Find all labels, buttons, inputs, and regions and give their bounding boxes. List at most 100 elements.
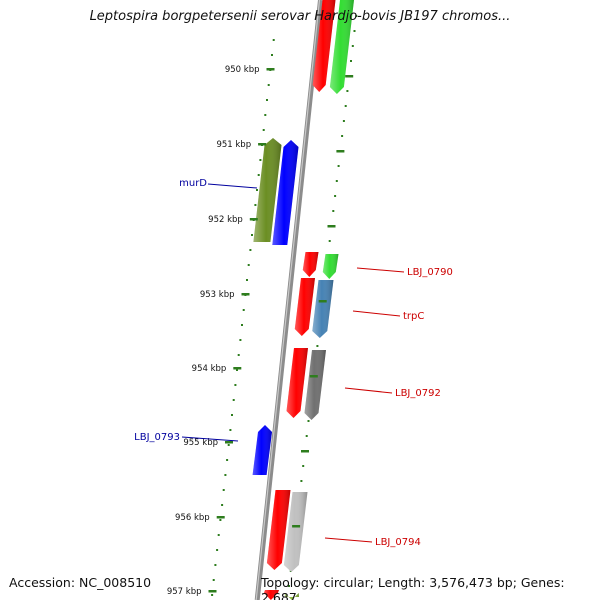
gene-arrow-shading: [266, 490, 291, 570]
ruler-dot: [231, 414, 233, 416]
ruler-dot: [332, 210, 335, 212]
kbp-tick: [241, 293, 250, 296]
ruler-dot: [239, 339, 242, 341]
gene-arrow-shading: [284, 593, 299, 600]
gene-label-lbj-0793-leader: [181, 436, 239, 442]
right-tick: [345, 75, 354, 78]
gene-label-murd-leader: [207, 183, 258, 189]
ruler-dot: [247, 264, 250, 266]
ruler-dot: [300, 480, 303, 482]
backbone-line: [254, 0, 323, 600]
kbp-tick: [208, 590, 217, 593]
ruler-dot: [214, 564, 217, 566]
ruler-dot: [234, 384, 237, 386]
ruler-dot: [222, 489, 225, 491]
ruler-dot: [224, 474, 227, 476]
ruler-dot: [334, 195, 337, 197]
gene-arrow-shading: [253, 138, 282, 242]
ruler-dot: [242, 309, 245, 311]
ruler-dot: [212, 579, 215, 581]
ruler-dot: [335, 180, 338, 182]
gene-arrow-shading: [312, 0, 336, 92]
gene-arrow-shading: [304, 350, 326, 420]
ruler-dot: [344, 105, 347, 107]
gene-arrow-shading: [329, 0, 354, 94]
gene-arrow-shading: [272, 140, 299, 245]
kbp-tick-label: 952 kbp: [208, 215, 243, 225]
ruler-dot: [350, 60, 352, 62]
ruler-dot: [353, 30, 356, 32]
gene-label-lbj-0792: LBJ_0792: [395, 388, 441, 399]
kbp-ruler: 950 kbp 951 kbp 952 kbp 953 kbp 954 kbp 955 k…: [167, 65, 354, 597]
right-tick: [301, 450, 309, 453]
kbp-tick-label: 950 kbp: [225, 65, 260, 75]
kbp-tick-label: 951 kbp: [216, 140, 251, 150]
ruler-dot: [351, 45, 354, 47]
ruler-dot: [346, 90, 349, 92]
kbp-tick: [233, 367, 242, 370]
ruler-dot: [229, 429, 232, 431]
gene-arrow-shading: [294, 278, 315, 336]
ruler-dot: [254, 204, 257, 206]
gene-label-lbj-0793: LBJ_0793: [134, 432, 180, 443]
ruler-dot: [288, 585, 290, 587]
ruler-dot: [249, 249, 252, 251]
gene-arrow-shading: [263, 590, 279, 600]
ruler-dot: [302, 465, 305, 467]
right-tick: [318, 300, 327, 303]
ruler-dot: [271, 54, 273, 56]
ruler-dot: [226, 459, 229, 461]
backbone-highlight: [255, 0, 321, 600]
chromosome-backbone: [254, 0, 323, 600]
ruler-dot: [272, 39, 275, 41]
map-title: Leptospira borgpetersenii serovar Hardjo…: [89, 9, 511, 24]
gene-label-trpc: trpC: [403, 311, 424, 322]
ruler-dot: [236, 369, 238, 371]
kbp-tick: [216, 516, 225, 519]
gene-arrow-shading: [322, 254, 339, 279]
kbp-tick: [266, 68, 275, 71]
right-tick: [309, 375, 318, 378]
kbp-tick-label: 955 kbp: [183, 438, 218, 448]
ruler-dot: [337, 165, 340, 167]
ruler-dot: [217, 534, 220, 536]
gene-label-lbj-0794-leader: [324, 537, 373, 543]
ruler-dot: [246, 279, 248, 281]
ruler-dot: [232, 399, 235, 401]
ruler-dot: [262, 129, 265, 131]
gene-label-trpc-leader: [352, 310, 401, 317]
gene-arrow-shading: [252, 425, 272, 475]
ruler-dot: [307, 420, 310, 422]
ruler-dot: [216, 549, 219, 551]
ruler-dot: [328, 240, 331, 242]
gene-label-lbj-0790: LBJ_0790: [407, 267, 453, 278]
accession-text: Accession: NC_008510: [9, 575, 152, 590]
ruler-dot: [221, 504, 224, 506]
ruler-dot: [266, 99, 268, 101]
kbp-tick: [258, 143, 267, 146]
ruler-dot: [219, 519, 222, 521]
kbp-tick: [249, 218, 258, 221]
kbp-tick-label: 957 kbp: [167, 587, 202, 597]
ruler-dot: [257, 174, 260, 176]
ruler-dot: [237, 354, 240, 356]
gene-label-lbj-0792-leader: [344, 387, 393, 394]
gene-label-murd: murD: [179, 178, 207, 189]
kbp-tick-label: 953 kbp: [200, 290, 235, 300]
gene-label-lbj-0790-leader: [356, 267, 405, 273]
right-tick: [336, 150, 345, 153]
kbp-tick: [225, 441, 233, 444]
gene-label-lbj-0794: LBJ_0794: [375, 537, 421, 548]
right-tick: [327, 225, 336, 228]
kbp-tick-label: 954 kbp: [192, 364, 227, 374]
gene-arrow-shading: [312, 280, 334, 338]
ruler-dot: [227, 444, 230, 446]
ruler-dot: [342, 120, 345, 122]
gene-arrow-shading: [286, 348, 308, 418]
ruler-dot: [316, 345, 319, 347]
ruler-dot: [341, 135, 344, 137]
gene-arrow-shading: [302, 252, 319, 277]
ruler-dot: [267, 84, 270, 86]
